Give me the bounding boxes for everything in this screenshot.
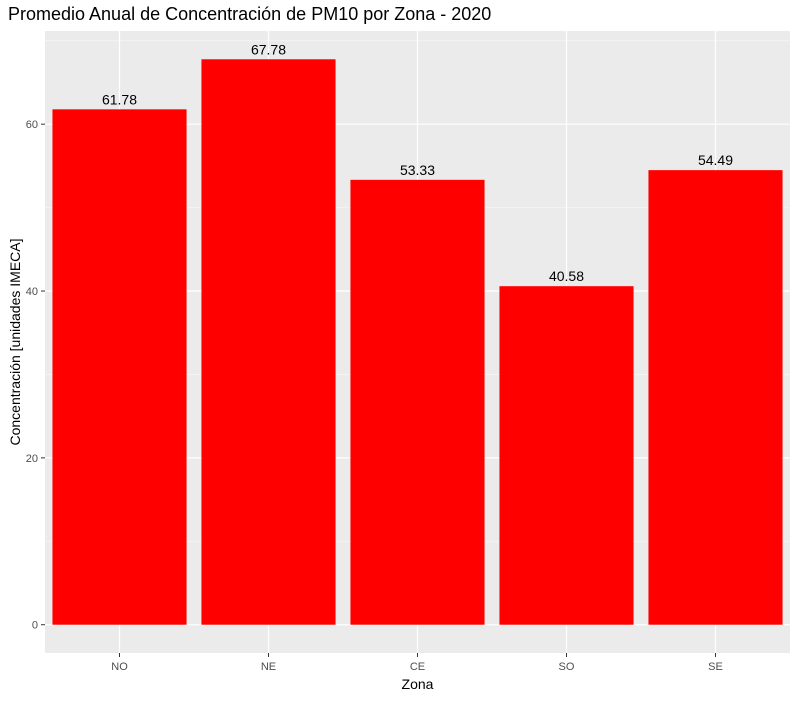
value-label: 53.33: [400, 162, 435, 178]
y-tick-label: 20: [26, 453, 38, 465]
value-label: 61.78: [102, 91, 137, 107]
y-axis-title: Concentración [unidades IMECA]: [7, 239, 23, 446]
value-labels: 61.78 67.78 53.33 40.58 54.49: [102, 41, 733, 284]
x-tick-label: NO: [111, 661, 128, 673]
x-tick-label: SO: [559, 661, 575, 673]
chart-title: Promedio Anual de Concentración de PM10 …: [8, 4, 492, 24]
value-label: 67.78: [251, 41, 286, 57]
value-label: 40.58: [549, 268, 584, 284]
bar-no: [52, 109, 187, 625]
x-tick-label: CE: [410, 661, 425, 673]
x-axis: NO NE CE SO SE: [111, 653, 723, 673]
y-tick-label: 0: [32, 620, 38, 632]
y-axis: 0 20 40 60: [26, 119, 45, 632]
y-tick-label: 60: [26, 119, 38, 131]
bars: [52, 59, 783, 625]
x-tick-label: NE: [261, 661, 276, 673]
bar-se: [648, 170, 783, 625]
y-tick-label: 40: [26, 286, 38, 298]
value-label: 54.49: [698, 152, 733, 168]
x-axis-title: Zona: [402, 676, 434, 692]
x-tick-label: SE: [708, 661, 723, 673]
bar-ce: [350, 179, 485, 625]
bar-ne: [201, 59, 336, 625]
bar-so: [499, 286, 634, 625]
